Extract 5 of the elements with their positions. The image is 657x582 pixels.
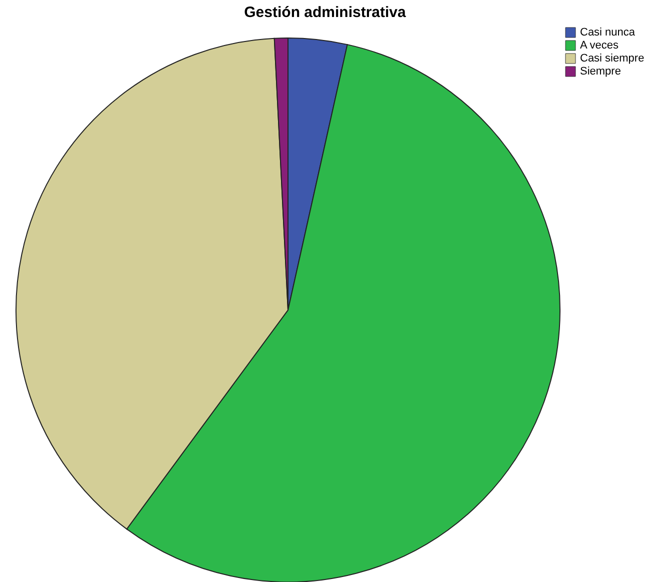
chart-title: Gestión administrativa xyxy=(244,4,407,21)
legend-label: Casi nunca xyxy=(580,26,636,38)
legend-label: Casi siempre xyxy=(580,52,644,64)
legend-label: A veces xyxy=(580,40,620,52)
legend-label: Siempre xyxy=(580,66,621,78)
